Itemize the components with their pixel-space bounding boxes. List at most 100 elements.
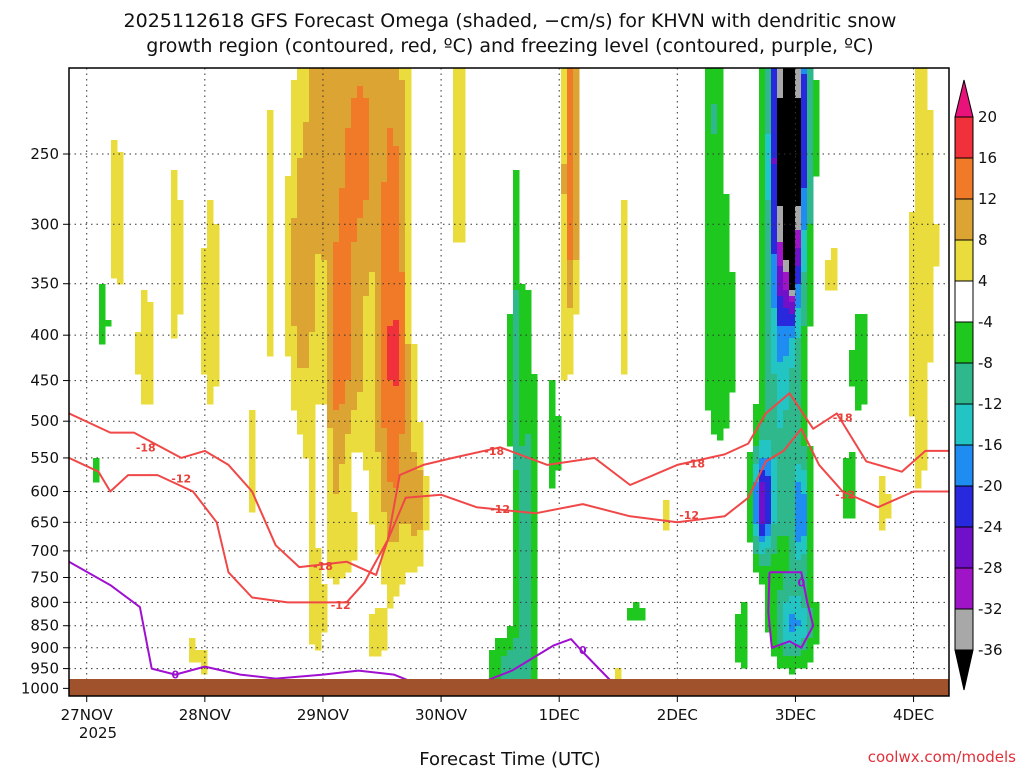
omega-cell xyxy=(393,398,400,405)
omega-cell xyxy=(399,374,406,381)
omega-cell xyxy=(417,482,424,489)
omega-cell xyxy=(915,128,922,135)
omega-cell xyxy=(399,512,406,519)
omega-cell xyxy=(807,452,814,459)
omega-cell xyxy=(909,284,916,291)
omega-cell xyxy=(357,428,364,435)
omega-cell xyxy=(399,482,406,489)
omega-cell xyxy=(381,122,388,129)
omega-cell xyxy=(423,518,430,525)
omega-cell xyxy=(513,344,520,351)
omega-cell xyxy=(915,314,922,321)
omega-cell xyxy=(795,116,802,123)
omega-cell xyxy=(777,344,784,351)
omega-cell xyxy=(369,218,376,225)
omega-cell xyxy=(573,92,580,99)
omega-cell xyxy=(567,218,574,225)
omega-cell xyxy=(291,92,298,99)
omega-cell xyxy=(801,608,808,615)
omega-cell xyxy=(777,74,784,81)
omega-cell xyxy=(795,260,802,267)
omega-cell xyxy=(351,404,358,411)
omega-cell xyxy=(921,242,928,249)
omega-cell xyxy=(387,230,394,237)
omega-cell xyxy=(915,200,922,207)
omega-cell xyxy=(405,242,412,249)
omega-cell xyxy=(801,98,808,105)
omega-cell xyxy=(171,278,178,285)
omega-cell xyxy=(765,116,772,123)
omega-cell xyxy=(525,344,532,351)
omega-cell xyxy=(171,242,178,249)
omega-cell xyxy=(345,554,352,561)
omega-cell xyxy=(783,200,790,207)
omega-cell xyxy=(171,326,178,333)
omega-cell xyxy=(297,302,304,309)
omega-cell xyxy=(369,410,376,417)
omega-cell xyxy=(399,242,406,249)
omega-cell xyxy=(759,314,766,321)
omega-cell xyxy=(297,398,304,405)
omega-cell xyxy=(789,404,796,411)
omega-cell xyxy=(789,578,796,585)
omega-cell xyxy=(309,212,316,219)
omega-cell xyxy=(723,332,730,339)
omega-cell xyxy=(915,212,922,219)
omega-cell xyxy=(375,404,382,411)
omega-cell xyxy=(783,374,790,381)
omega-cell xyxy=(765,362,772,369)
omega-cell xyxy=(771,284,778,291)
omega-cell xyxy=(801,536,808,543)
omega-cell xyxy=(213,332,220,339)
omega-cell xyxy=(309,296,316,303)
omega-cell xyxy=(915,308,922,315)
omega-cell xyxy=(303,428,310,435)
omega-cell xyxy=(291,398,298,405)
omega-cell xyxy=(789,236,796,243)
omega-cell xyxy=(513,284,520,291)
omega-cell xyxy=(777,494,784,501)
omega-cell xyxy=(801,86,808,93)
omega-cell xyxy=(459,110,466,117)
omega-cell xyxy=(753,530,760,537)
omega-cell xyxy=(249,470,256,477)
omega-cell xyxy=(351,434,358,441)
omega-cell xyxy=(789,584,796,591)
omega-cell xyxy=(621,272,628,279)
omega-cell xyxy=(327,146,334,153)
omega-cell xyxy=(291,314,298,321)
omega-cell xyxy=(729,284,736,291)
omega-cell xyxy=(339,146,346,153)
omega-cell xyxy=(117,254,124,261)
omega-cell xyxy=(363,284,370,291)
omega-cell xyxy=(411,506,418,513)
omega-cell xyxy=(855,314,862,321)
omega-cell xyxy=(807,320,814,327)
omega-cell xyxy=(573,284,580,291)
omega-cell xyxy=(213,344,220,351)
omega-cell xyxy=(561,164,568,171)
omega-cell xyxy=(507,410,514,417)
omega-cell xyxy=(795,308,802,315)
omega-cell xyxy=(915,134,922,141)
omega-cell xyxy=(387,128,394,135)
omega-cell xyxy=(369,626,376,633)
omega-cell xyxy=(561,314,568,321)
omega-cell xyxy=(789,320,796,327)
omega-cell xyxy=(309,638,316,645)
omega-cell xyxy=(369,92,376,99)
omega-cell xyxy=(711,374,718,381)
omega-cell xyxy=(393,182,400,189)
omega-cell xyxy=(861,386,868,393)
omega-cell xyxy=(777,296,784,303)
omega-cell xyxy=(387,386,394,393)
omega-cell xyxy=(555,440,562,447)
omega-cell xyxy=(519,614,526,621)
omega-cell xyxy=(351,350,358,357)
omega-cell xyxy=(315,578,322,585)
omega-cell xyxy=(915,224,922,231)
omega-cell xyxy=(561,242,568,249)
omega-cell xyxy=(405,302,412,309)
omega-cell xyxy=(393,200,400,207)
omega-cell xyxy=(393,302,400,309)
